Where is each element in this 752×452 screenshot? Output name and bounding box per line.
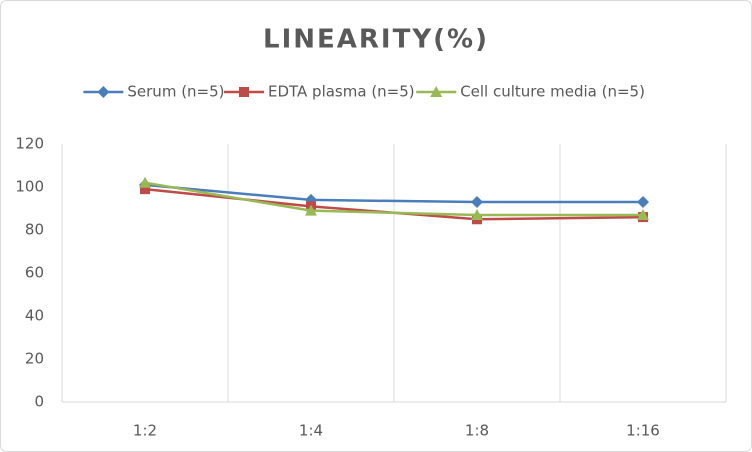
marker bbox=[430, 86, 443, 97]
x-tick-label: 1:2 bbox=[133, 422, 157, 440]
marker bbox=[139, 176, 151, 188]
x-tick-label: 1:8 bbox=[465, 422, 489, 440]
chart-title: LINEARITY(%) bbox=[263, 25, 489, 55]
x-tick-label: 1:16 bbox=[626, 422, 660, 440]
marker bbox=[239, 87, 249, 97]
marker bbox=[140, 184, 150, 195]
legend-label: Cell culture media (n=5) bbox=[460, 83, 645, 101]
marker bbox=[637, 196, 649, 209]
marker bbox=[305, 204, 317, 216]
y-tick-label: 120 bbox=[15, 135, 44, 153]
series-line bbox=[144, 181, 643, 217]
legend-label: EDTA plasma (n=5) bbox=[268, 83, 415, 101]
marker bbox=[471, 208, 483, 220]
legend-label: Serum (n=5) bbox=[127, 83, 224, 101]
y-tick-label: 80 bbox=[25, 221, 44, 239]
marker bbox=[471, 196, 483, 209]
series-line bbox=[144, 183, 643, 204]
y-tick-label: 20 bbox=[25, 350, 44, 368]
y-tick-label: 60 bbox=[25, 264, 44, 282]
y-tick-label: 40 bbox=[25, 307, 44, 325]
marker bbox=[97, 86, 110, 98]
marker bbox=[637, 208, 649, 220]
x-tick-label: 1:4 bbox=[299, 422, 323, 440]
y-tick-label: 100 bbox=[15, 178, 44, 196]
y-tick-label: 0 bbox=[34, 393, 44, 411]
